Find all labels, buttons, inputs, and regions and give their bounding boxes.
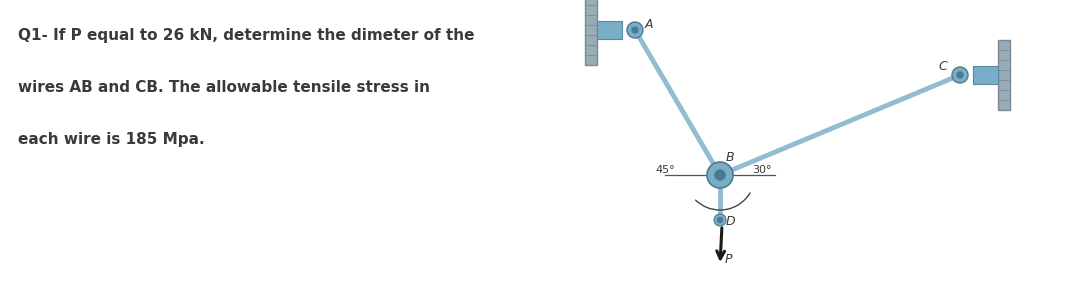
Bar: [973, 66, 998, 84]
Text: P: P: [725, 253, 732, 266]
Circle shape: [717, 217, 723, 223]
Circle shape: [957, 72, 963, 78]
Text: D: D: [726, 215, 735, 228]
Text: B: B: [726, 151, 734, 164]
Bar: [585, 0, 597, 65]
Circle shape: [951, 67, 968, 83]
Circle shape: [627, 22, 643, 38]
Circle shape: [714, 214, 726, 226]
Text: wires AB and CB. The allowable tensile stress in: wires AB and CB. The allowable tensile s…: [18, 80, 430, 95]
Bar: [597, 21, 622, 39]
Text: 45°: 45°: [654, 165, 675, 175]
Circle shape: [715, 170, 725, 180]
Text: Q1- If P equal to 26 kN, determine the dimeter of the: Q1- If P equal to 26 kN, determine the d…: [18, 28, 474, 43]
Text: A: A: [645, 18, 653, 31]
Circle shape: [632, 27, 638, 33]
Bar: [998, 40, 1010, 110]
Circle shape: [707, 162, 733, 188]
Text: C: C: [939, 60, 947, 73]
Text: 30°: 30°: [752, 165, 771, 175]
Text: each wire is 185 Mpa.: each wire is 185 Mpa.: [18, 132, 204, 147]
